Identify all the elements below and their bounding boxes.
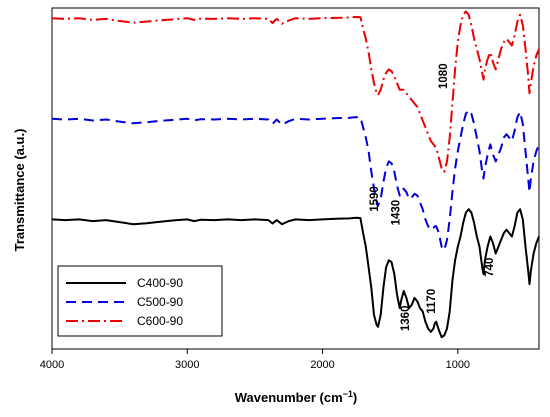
x-tick-label: 4000 [40, 359, 64, 371]
peak-label: 740 [484, 258, 496, 277]
legend: C400-90 C500-90 C600-90 [57, 265, 223, 337]
legend-label: C400-90 [137, 276, 183, 290]
annotation-layer: 1590 1430 1360 1170 1080 740 [369, 63, 496, 331]
legend-label: C600-90 [137, 314, 183, 328]
x-axis-title: Wavenumber (cm−1) [235, 389, 358, 405]
series-line-C400-90 [51, 208, 540, 339]
series-line-C600-90 [51, 10, 540, 173]
x-tick-label: 2000 [310, 359, 334, 371]
peak-label: 1590 [369, 186, 381, 212]
peak-label: 1170 [426, 289, 438, 314]
plot-frame [51, 7, 540, 350]
peak-label: 1360 [400, 306, 412, 332]
x-tick-label: 3000 [175, 359, 199, 371]
legend-label: C500-90 [137, 295, 183, 309]
plot-border [51, 7, 540, 350]
series-line-C500-90 [51, 109, 540, 252]
y-axis-title: Transmittance (a.u.) [12, 129, 27, 252]
x-axis-title-superscript: −1 [343, 389, 353, 399]
tick-layer: 4000 3000 2000 1000 [40, 349, 470, 371]
series-layer [51, 10, 540, 339]
x-tick-label: 1000 [446, 359, 470, 371]
peak-label: 1080 [438, 63, 450, 89]
peak-label: 1430 [391, 200, 403, 226]
